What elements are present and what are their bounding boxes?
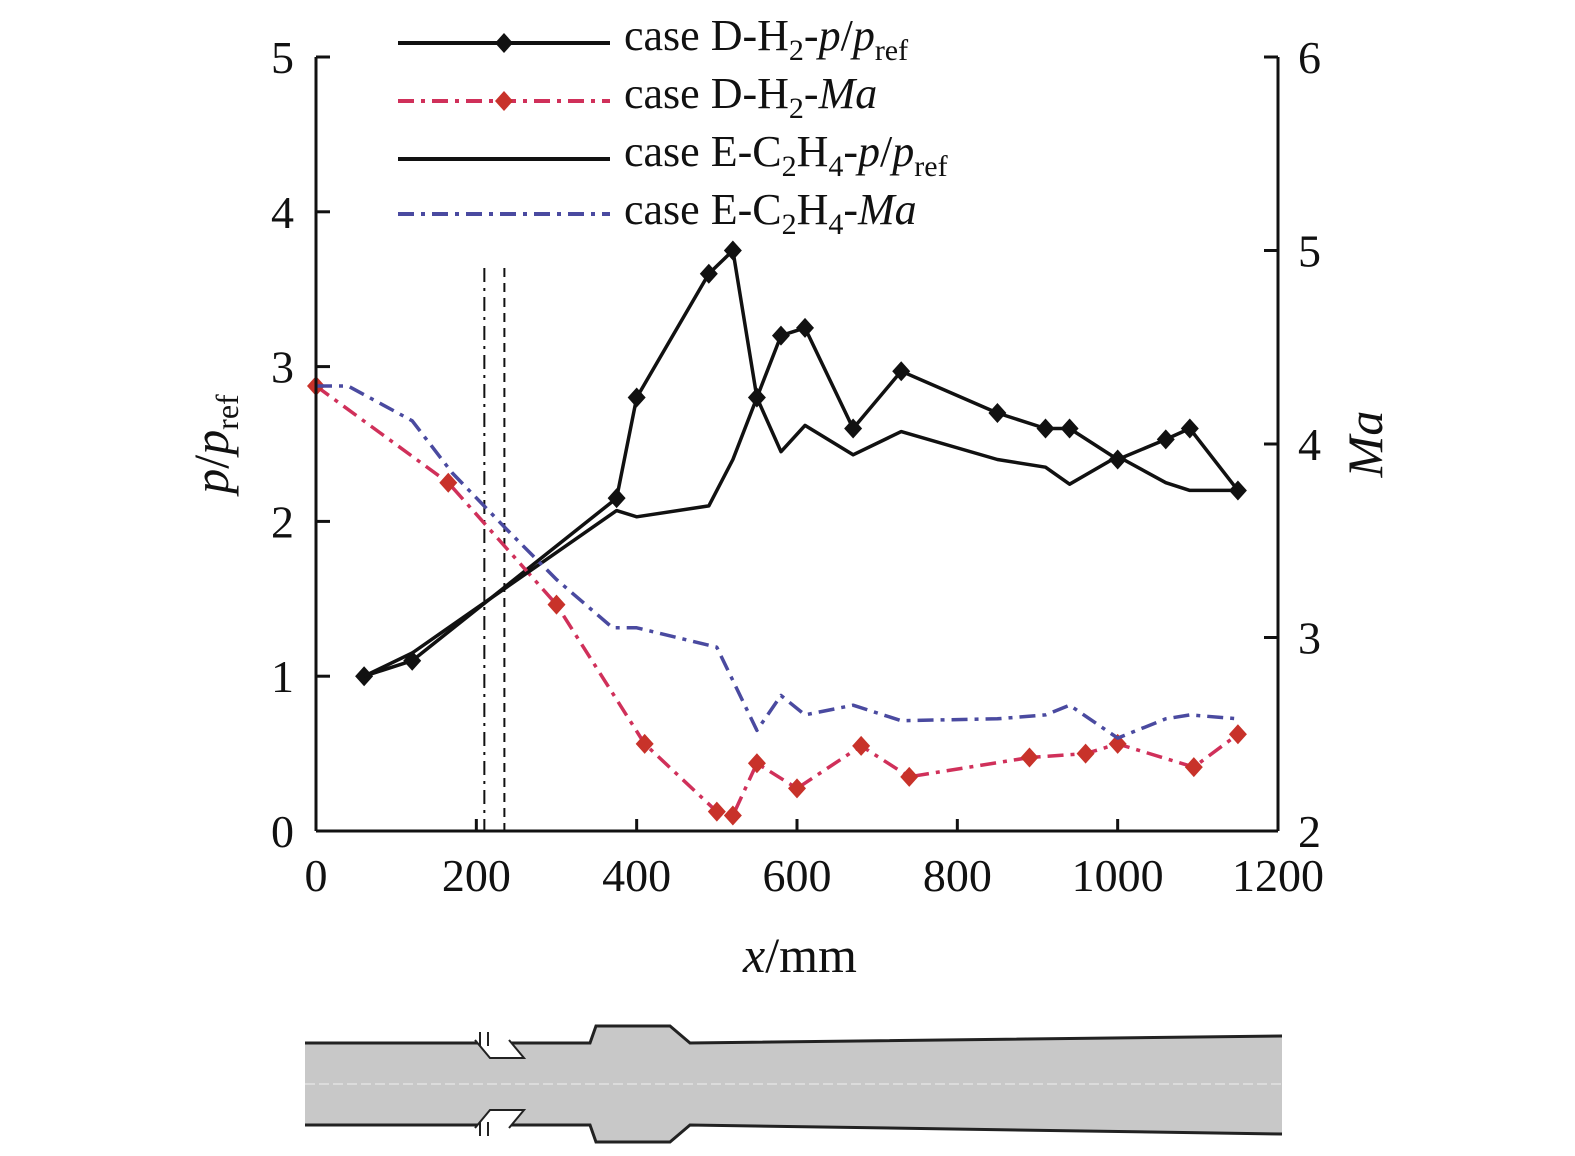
legend-marker-1 (495, 33, 513, 53)
series-1-point-13 (1036, 418, 1055, 439)
legend-item-2: case D-H2-Ma (398, 69, 877, 125)
legend-label-4: case E-C2H4-Ma (624, 185, 917, 241)
series-1-point-9 (796, 317, 815, 338)
series-1-point-17 (1180, 418, 1199, 439)
legend-marker-2 (495, 91, 513, 111)
x-axis-title: x/mm (742, 927, 857, 983)
series-2-point-8 (788, 778, 806, 799)
series-2-point-14 (1184, 757, 1203, 778)
series-1-point-4 (627, 387, 646, 408)
legend: case D-H2-p/pref case D-H2-Ma case E-C2H… (398, 11, 948, 241)
x-tick-label-1200: 1200 (1232, 850, 1324, 901)
x-tick-label-600: 600 (763, 850, 832, 901)
legend-label-1: case D-H2-p/pref (624, 11, 908, 67)
duct-schematic (305, 1024, 1283, 1144)
duct-upper-wall (305, 1024, 1283, 1045)
series-1-point-16 (1156, 429, 1175, 450)
series-1-point-5 (699, 263, 718, 284)
series-2-point-3 (547, 594, 566, 615)
y-left-var2: p (183, 430, 239, 458)
y-left-tick-label-2: 2 (271, 496, 294, 547)
series-2-point-9 (852, 735, 871, 756)
series-line-3 (363, 395, 1238, 678)
duct-body (305, 1026, 1282, 1142)
y-right-axis-title: Ma (1337, 411, 1393, 479)
lower-injector (474, 1109, 527, 1136)
y-right-tick-label-6: 6 (1298, 32, 1321, 83)
y-right-tick-label-4: 4 (1298, 419, 1321, 470)
series-1-point-12 (988, 403, 1007, 424)
x-tick-label-800: 800 (923, 850, 992, 901)
x-tick-label-400: 400 (602, 850, 671, 901)
series-1-point-3 (607, 488, 626, 509)
series-1-point-11 (892, 361, 911, 382)
y-left-tick-label-0: 0 (271, 806, 294, 857)
series-2-point-11 (1020, 747, 1039, 768)
duct-lower-wall (305, 1123, 1283, 1144)
series-2-point-4 (635, 733, 654, 754)
series-2-point-12 (1076, 743, 1095, 764)
x-axis-var: x (742, 927, 765, 983)
series-line-1 (363, 248, 1240, 678)
y-right-tick-label-3: 3 (1298, 613, 1321, 664)
series-1-point-10 (844, 418, 863, 439)
legend-item-1: case D-H2-p/pref (398, 11, 908, 67)
y-left-sub: ref (209, 394, 245, 430)
series-2-point-13 (1108, 733, 1127, 754)
y-left-var1: p (183, 469, 239, 497)
series-1-point-8 (771, 325, 790, 346)
upper-injector (474, 1032, 527, 1059)
legend-label-3: case E-C2H4-p/pref (624, 127, 948, 183)
series-2-point-6 (723, 805, 742, 826)
series-line-2 (314, 384, 1239, 818)
series-layer (307, 240, 1247, 826)
x-tick-label-1000: 1000 (1072, 850, 1164, 901)
ticks: 0 200 400 600 800 1000 1200 0 1 2 3 4 5 2 3 4 5 6 (271, 32, 1324, 901)
series-2-point-15 (1228, 724, 1247, 745)
vertical-reference-lines (483, 268, 506, 831)
y-left-slash: / (183, 455, 239, 469)
y-right-tick-label-2: 2 (1298, 806, 1321, 857)
y-left-tick-label-5: 5 (271, 32, 294, 83)
series-2-point-7 (747, 753, 766, 774)
x-axis-unit: /mm (765, 927, 857, 983)
series-2-point-10 (900, 766, 919, 787)
y-left-tick-label-3: 3 (271, 342, 294, 393)
series-1-point-14 (1060, 418, 1079, 439)
y-right-tick-label-5: 5 (1298, 226, 1321, 277)
y-left-axis-title: p/pref (183, 394, 245, 497)
x-tick-label-200: 200 (442, 850, 511, 901)
y-left-tick-label-4: 4 (271, 187, 294, 238)
legend-item-4: case E-C2H4-Ma (398, 185, 917, 241)
series-2-point-5 (707, 801, 726, 822)
series-1-point-15 (1108, 449, 1127, 470)
x-tick-label-0: 0 (305, 850, 328, 901)
legend-item-3: case E-C2H4-p/pref (398, 127, 948, 183)
series-line-4 (316, 384, 1239, 740)
series-1-point-6 (723, 240, 742, 261)
series-1-point-18 (1228, 480, 1247, 501)
legend-label-2: case D-H2-Ma (624, 69, 877, 125)
series-2-point-2 (439, 472, 458, 493)
y-left-tick-label-1: 1 (271, 651, 294, 702)
